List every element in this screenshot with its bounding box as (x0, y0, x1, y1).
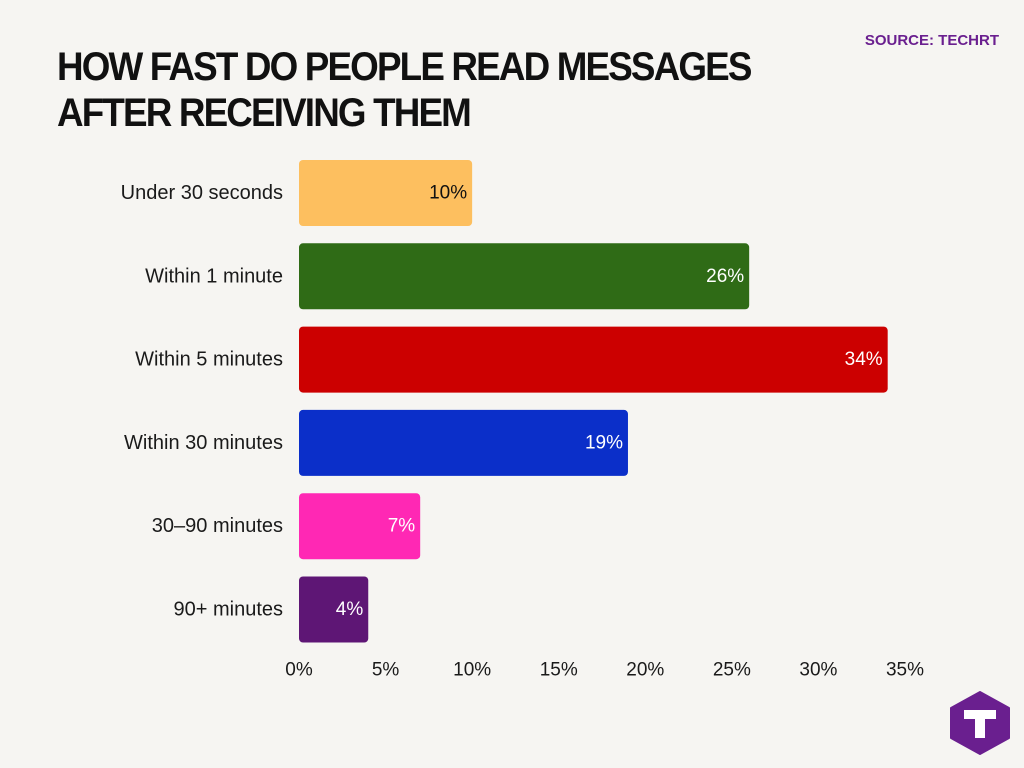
bar (299, 243, 750, 310)
category-label: 90+ minutes (173, 599, 283, 621)
category-label: Within 5 minutes (135, 349, 283, 371)
bar (299, 409, 628, 476)
category-label: Within 1 minute (145, 265, 283, 287)
bar (299, 493, 421, 560)
data-label: 34% (845, 349, 883, 370)
chart-title: HOW FAST DO PEOPLE READ MESSAGES AFTER R… (57, 45, 752, 135)
data-label: 26% (706, 266, 744, 287)
x-tick-label: 15% (540, 660, 578, 681)
data-label: 7% (388, 516, 416, 537)
x-tick-label: 35% (886, 660, 924, 681)
x-tick-label: 30% (799, 660, 837, 681)
x-tick-label: 10% (453, 660, 491, 681)
x-tick-label: 5% (372, 660, 400, 681)
data-label: 19% (585, 432, 623, 453)
bar (299, 576, 369, 643)
bar (299, 326, 888, 393)
x-tick-label: 20% (626, 660, 664, 681)
data-label: 4% (336, 599, 364, 620)
x-tick-label: 0% (285, 660, 313, 681)
category-label: Within 30 minutes (124, 432, 283, 454)
x-tick-label: 25% (713, 660, 751, 681)
source-label: SOURCE: TECHRT (864, 32, 999, 49)
data-label: 10% (429, 183, 467, 204)
category-label: 30–90 minutes (152, 515, 283, 537)
bar (299, 160, 473, 226)
category-label: Under 30 seconds (121, 182, 283, 204)
techrt-t-logo-icon (950, 691, 1010, 755)
